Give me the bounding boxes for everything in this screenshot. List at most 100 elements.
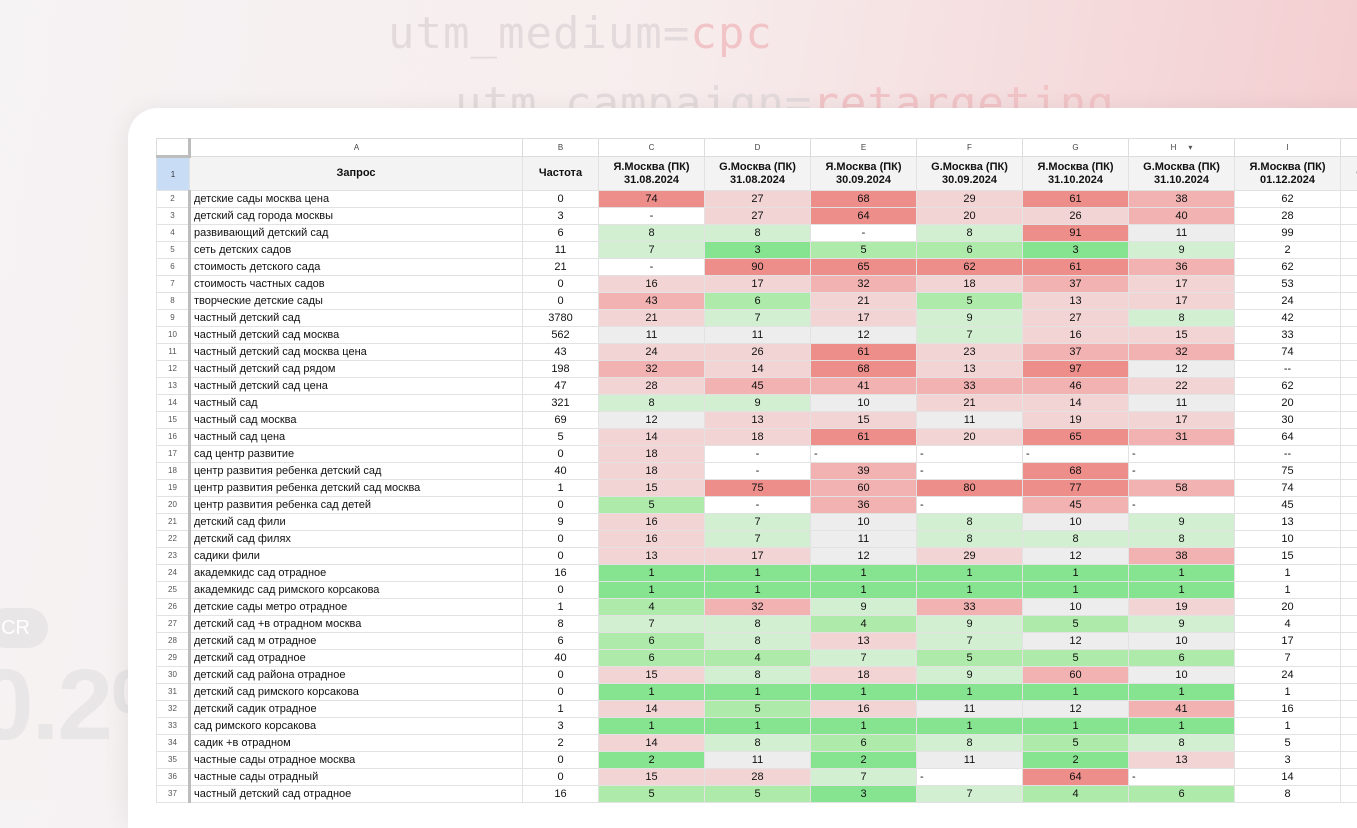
frequency-cell[interactable]: 0: [523, 293, 599, 310]
position-cell[interactable]: 16: [811, 701, 917, 718]
position-cell[interactable]: [1341, 344, 1357, 361]
position-cell[interactable]: [1341, 497, 1357, 514]
position-cell[interactable]: 1: [917, 582, 1023, 599]
position-cell[interactable]: [1341, 582, 1357, 599]
position-cell[interactable]: 7: [705, 531, 811, 548]
query-cell[interactable]: садик +в отрадном: [190, 735, 523, 752]
position-cell[interactable]: 11: [917, 752, 1023, 769]
position-cell[interactable]: 8: [917, 735, 1023, 752]
position-cell[interactable]: 5: [599, 497, 705, 514]
position-cell[interactable]: 12: [1129, 361, 1235, 378]
position-cell[interactable]: 2: [1023, 752, 1129, 769]
position-cell[interactable]: 74: [1235, 344, 1341, 361]
query-cell[interactable]: развивающий детский сад: [190, 225, 523, 242]
position-cell[interactable]: 97: [1023, 361, 1129, 378]
position-cell[interactable]: 61: [1023, 191, 1129, 208]
position-cell[interactable]: 1: [705, 565, 811, 582]
position-cell[interactable]: 53: [1235, 276, 1341, 293]
query-cell[interactable]: центр развития ребенка детский сад: [190, 463, 523, 480]
position-cell[interactable]: 14: [599, 429, 705, 446]
position-cell[interactable]: [1341, 412, 1357, 429]
position-cell[interactable]: 22: [1129, 378, 1235, 395]
position-cell[interactable]: 24: [599, 344, 705, 361]
position-cell[interactable]: 18: [811, 667, 917, 684]
position-cell[interactable]: 36: [811, 497, 917, 514]
position-cell[interactable]: 36: [1129, 259, 1235, 276]
frequency-cell[interactable]: 21: [523, 259, 599, 276]
position-cell[interactable]: 8: [705, 225, 811, 242]
position-cell[interactable]: 11: [705, 327, 811, 344]
position-cell[interactable]: 5: [917, 650, 1023, 667]
position-cell[interactable]: 7: [811, 769, 917, 786]
column-header-a[interactable]: A: [190, 139, 523, 157]
frequency-cell[interactable]: 3: [523, 208, 599, 225]
position-cell[interactable]: [1341, 667, 1357, 684]
frequency-cell[interactable]: 0: [523, 684, 599, 701]
row-number[interactable]: 13: [157, 378, 190, 395]
row-number[interactable]: 12: [157, 361, 190, 378]
frequency-cell[interactable]: 321: [523, 395, 599, 412]
query-cell[interactable]: детский садик отрадное: [190, 701, 523, 718]
row-number[interactable]: 29: [157, 650, 190, 667]
corner-cell[interactable]: [157, 139, 190, 157]
position-cell[interactable]: 5: [1023, 616, 1129, 633]
position-cell[interactable]: 45: [1235, 497, 1341, 514]
row-number[interactable]: 9: [157, 310, 190, 327]
position-cell[interactable]: 8: [705, 616, 811, 633]
frequency-cell[interactable]: 3: [523, 718, 599, 735]
position-cell[interactable]: 5: [811, 242, 917, 259]
position-cell[interactable]: 12: [811, 548, 917, 565]
position-cell[interactable]: 15: [599, 480, 705, 497]
position-cell[interactable]: 7: [599, 242, 705, 259]
row-number[interactable]: 7: [157, 276, 190, 293]
row-number[interactable]: 27: [157, 616, 190, 633]
position-cell[interactable]: 4: [1235, 616, 1341, 633]
query-cell[interactable]: детский сад филях: [190, 531, 523, 548]
position-cell[interactable]: 8: [917, 514, 1023, 531]
position-cell[interactable]: 7: [917, 633, 1023, 650]
header-cell[interactable]: Запрос: [190, 157, 523, 191]
position-cell[interactable]: [1341, 191, 1357, 208]
position-cell[interactable]: 18: [705, 429, 811, 446]
position-cell[interactable]: 1: [811, 582, 917, 599]
position-cell[interactable]: 9: [1129, 242, 1235, 259]
position-cell[interactable]: 8: [599, 225, 705, 242]
position-cell[interactable]: 9: [1129, 514, 1235, 531]
position-cell[interactable]: 1: [1235, 718, 1341, 735]
position-cell[interactable]: 20: [1235, 395, 1341, 412]
position-cell[interactable]: 42: [1235, 310, 1341, 327]
position-cell[interactable]: -: [917, 497, 1023, 514]
row-number[interactable]: 17: [157, 446, 190, 463]
position-cell[interactable]: 12: [1023, 701, 1129, 718]
position-cell[interactable]: 4: [705, 650, 811, 667]
position-cell[interactable]: 1: [917, 718, 1023, 735]
row-number[interactable]: 2: [157, 191, 190, 208]
position-cell[interactable]: 13: [599, 548, 705, 565]
row-number[interactable]: 35: [157, 752, 190, 769]
position-cell[interactable]: 38: [1129, 548, 1235, 565]
query-cell[interactable]: сад римского корсакова: [190, 718, 523, 735]
position-cell[interactable]: 62: [917, 259, 1023, 276]
position-cell[interactable]: 1: [1129, 684, 1235, 701]
position-cell[interactable]: [1341, 531, 1357, 548]
position-cell[interactable]: 37: [1023, 276, 1129, 293]
position-cell[interactable]: 5: [1023, 735, 1129, 752]
position-cell[interactable]: 11: [811, 531, 917, 548]
position-cell[interactable]: 7: [917, 327, 1023, 344]
row-number[interactable]: 33: [157, 718, 190, 735]
position-cell[interactable]: 14: [1235, 769, 1341, 786]
position-cell[interactable]: 32: [599, 361, 705, 378]
position-cell[interactable]: [1341, 684, 1357, 701]
position-cell[interactable]: 5: [1235, 735, 1341, 752]
position-cell[interactable]: 91: [1023, 225, 1129, 242]
position-cell[interactable]: -: [1023, 446, 1129, 463]
position-cell[interactable]: [1341, 361, 1357, 378]
position-cell[interactable]: 61: [811, 429, 917, 446]
position-cell[interactable]: 68: [811, 361, 917, 378]
row-number[interactable]: 1: [157, 157, 190, 191]
position-cell[interactable]: 8: [1129, 735, 1235, 752]
position-cell[interactable]: [1341, 701, 1357, 718]
position-cell[interactable]: 40: [1129, 208, 1235, 225]
position-cell[interactable]: 16: [1235, 701, 1341, 718]
position-cell[interactable]: 8: [705, 667, 811, 684]
